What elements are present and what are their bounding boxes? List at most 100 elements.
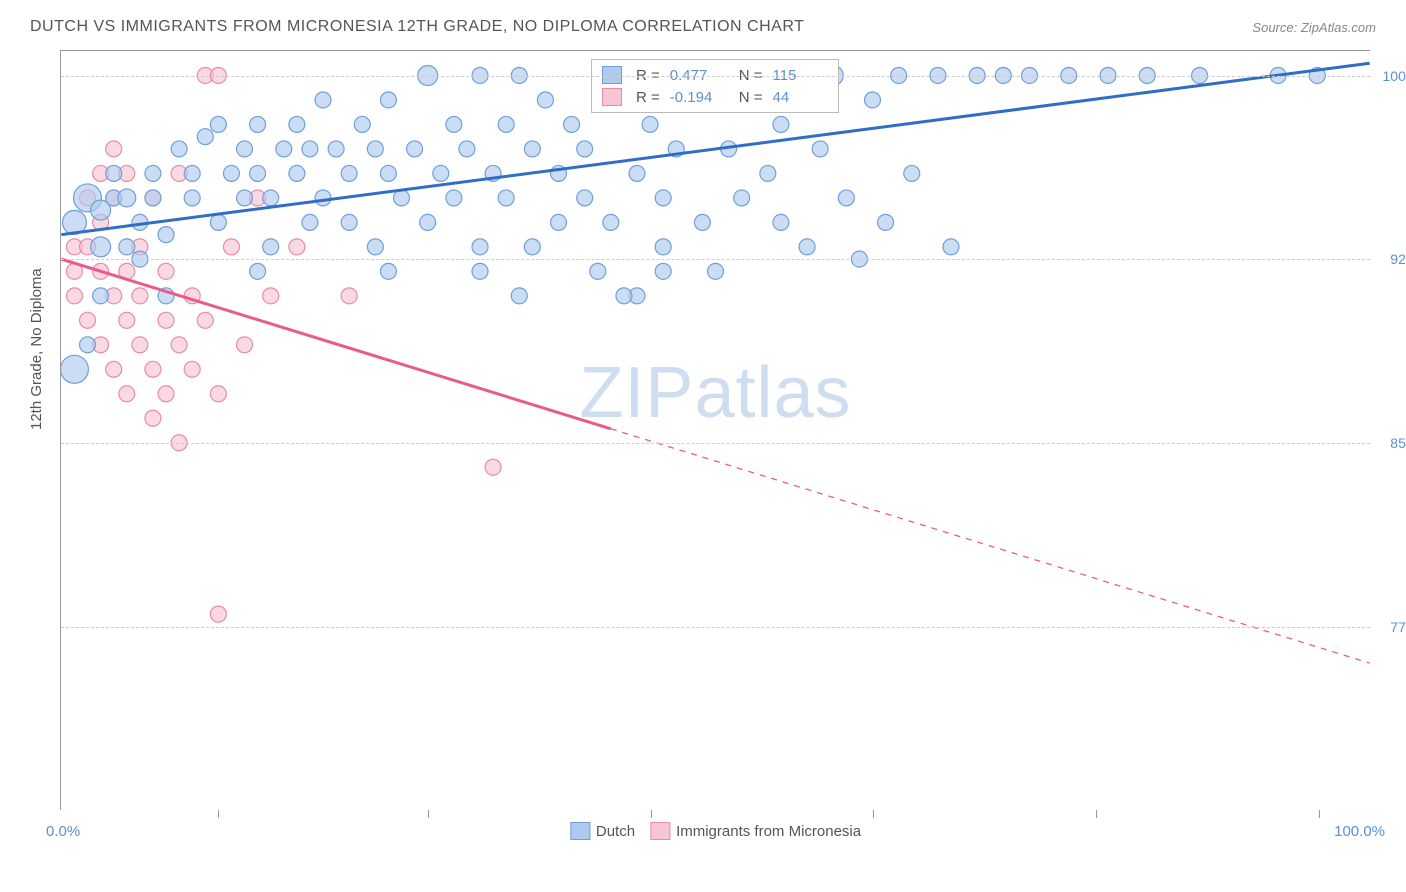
scatter-point	[93, 288, 109, 304]
scatter-point	[446, 116, 462, 132]
scatter-point	[289, 165, 305, 181]
scatter-point	[341, 288, 357, 304]
scatter-point	[158, 386, 174, 402]
scatter-point	[210, 606, 226, 622]
scatter-point	[237, 337, 253, 353]
scatter-point	[106, 165, 122, 181]
scatter-point	[341, 165, 357, 181]
scatter-point	[223, 165, 239, 181]
scatter-point	[158, 288, 174, 304]
chart-plot-area: ZIPatlas R = 0.477 N = 115 R = -0.194 N …	[60, 50, 1370, 810]
scatter-point	[380, 92, 396, 108]
scatter-point	[289, 116, 305, 132]
scatter-point	[734, 190, 750, 206]
scatter-point	[773, 116, 789, 132]
scatter-point	[289, 239, 305, 255]
scatter-point	[119, 239, 135, 255]
scatter-point	[354, 116, 370, 132]
scatter-point	[708, 263, 724, 279]
scatter-point	[210, 386, 226, 402]
scatter-point	[551, 165, 567, 181]
scatter-point	[577, 190, 593, 206]
x-tick	[1319, 810, 1320, 818]
scatter-point	[250, 165, 266, 181]
legend-label-0: Dutch	[596, 823, 635, 840]
scatter-point	[943, 239, 959, 255]
scatter-point	[577, 141, 593, 157]
scatter-point	[145, 190, 161, 206]
scatter-point	[66, 288, 82, 304]
scatter-point	[380, 263, 396, 279]
scatter-point	[184, 288, 200, 304]
legend-swatch-0	[570, 822, 590, 840]
chart-svg-layer	[61, 51, 1370, 810]
scatter-point	[119, 312, 135, 328]
y-tick-label: 77.5%	[1390, 619, 1406, 635]
gridline	[61, 443, 1370, 444]
stat-r-value-1: -0.194	[670, 89, 725, 106]
scatter-point	[498, 190, 514, 206]
scatter-point	[184, 190, 200, 206]
scatter-point	[197, 129, 213, 145]
scatter-point	[302, 214, 318, 230]
y-tick-label: 85.0%	[1390, 435, 1406, 451]
scatter-point	[171, 141, 187, 157]
chart-title: DUTCH VS IMMIGRANTS FROM MICRONESIA 12TH…	[30, 18, 804, 36]
scatter-point	[250, 116, 266, 132]
scatter-point	[328, 141, 344, 157]
scatter-point	[721, 141, 737, 157]
legend-swatch-1	[650, 822, 670, 840]
scatter-point	[773, 214, 789, 230]
scatter-point	[812, 141, 828, 157]
scatter-point	[904, 165, 920, 181]
scatter-point	[655, 239, 671, 255]
x-tick	[873, 810, 874, 818]
scatter-point	[93, 263, 109, 279]
stats-row-series-1: R = -0.194 N = 44	[602, 86, 828, 108]
scatter-point	[616, 288, 632, 304]
source-attribution: Source: ZipAtlas.com	[1252, 20, 1376, 35]
scatter-point	[590, 263, 606, 279]
scatter-point	[263, 239, 279, 255]
scatter-point	[498, 116, 514, 132]
scatter-point	[642, 116, 658, 132]
scatter-point	[629, 288, 645, 304]
scatter-point	[171, 337, 187, 353]
legend-label-1: Immigrants from Micronesia	[676, 823, 861, 840]
scatter-point	[93, 214, 109, 230]
scatter-point	[603, 214, 619, 230]
scatter-point	[91, 200, 111, 220]
scatter-point	[655, 190, 671, 206]
scatter-point	[74, 184, 102, 212]
scatter-point	[341, 214, 357, 230]
scatter-point	[668, 141, 684, 157]
scatter-point	[263, 190, 279, 206]
scatter-point	[223, 239, 239, 255]
scatter-point	[145, 410, 161, 426]
scatter-point	[446, 190, 462, 206]
scatter-point	[276, 141, 292, 157]
scatter-point	[171, 165, 187, 181]
trend-line-solid	[61, 259, 610, 429]
scatter-point	[80, 190, 96, 206]
scatter-point	[132, 288, 148, 304]
scatter-point	[91, 237, 111, 257]
scatter-point	[106, 141, 122, 157]
scatter-point	[158, 312, 174, 328]
scatter-point	[694, 214, 710, 230]
scatter-point	[93, 165, 109, 181]
scatter-point	[80, 239, 96, 255]
scatter-point	[367, 239, 383, 255]
scatter-point	[80, 337, 96, 353]
scatter-point	[145, 190, 161, 206]
scatter-point	[564, 116, 580, 132]
scatter-point	[485, 459, 501, 475]
scatter-point	[145, 361, 161, 377]
stat-r-label: R =	[636, 89, 660, 106]
scatter-point	[106, 190, 122, 206]
scatter-point	[459, 141, 475, 157]
scatter-point	[760, 165, 776, 181]
scatter-point	[237, 141, 253, 157]
x-tick	[218, 810, 219, 818]
scatter-point	[237, 190, 253, 206]
